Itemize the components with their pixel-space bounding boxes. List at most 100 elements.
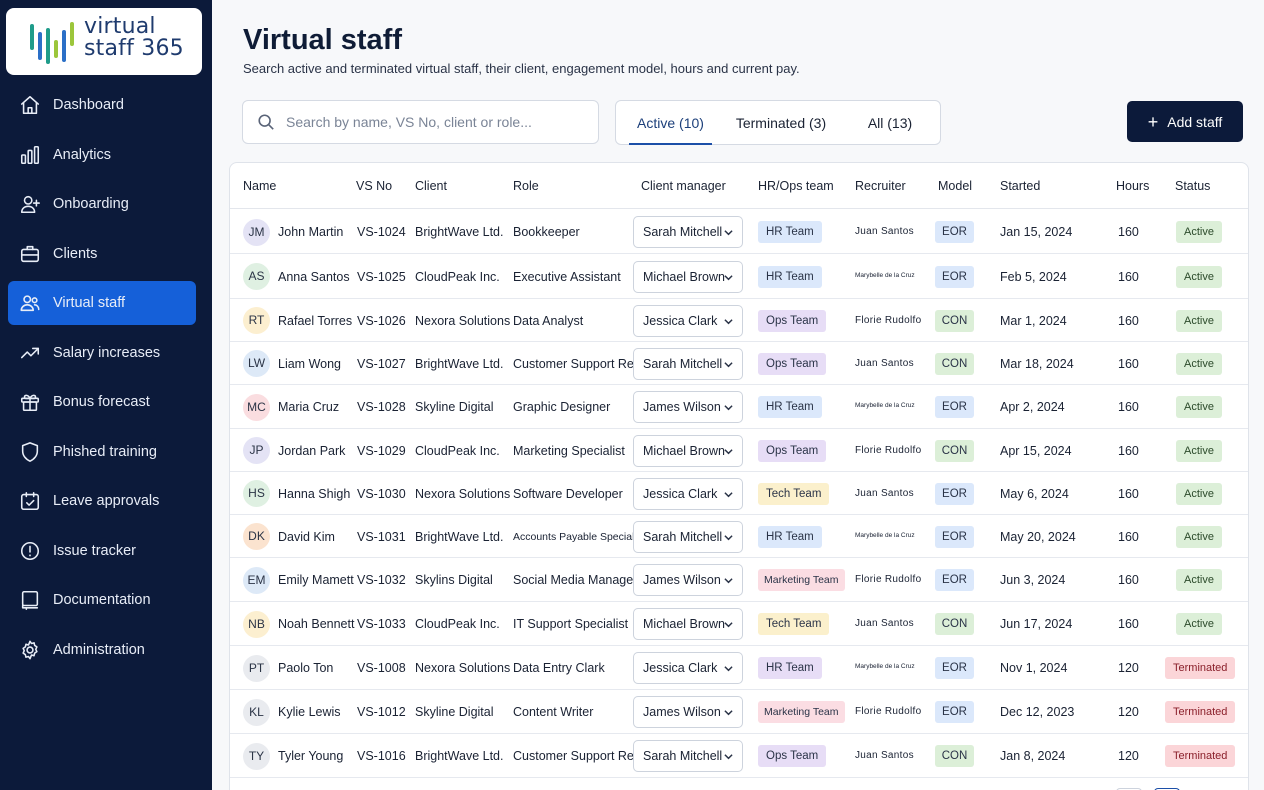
client-manager-select[interactable]: James Wilson [633, 564, 743, 596]
sidebar-nav: Dashboard Analytics Onboarding Clients V… [8, 83, 196, 677]
chevron-down-icon [724, 666, 733, 672]
staff-name[interactable]: Liam Wong [278, 356, 341, 371]
search-input[interactable] [286, 114, 576, 130]
table-row[interactable]: RT Rafael Torres VS-1026 Nexora Solutions Da… [230, 299, 1248, 342]
client-manager-select[interactable]: Michael Brown [633, 260, 743, 293]
team-badge: HR Team [758, 265, 822, 288]
client-manager-select[interactable]: Sarah Mitchell [633, 520, 743, 553]
vs-number: VS-1026 [357, 313, 406, 328]
client-manager-select[interactable]: Sarah Mitchell [633, 347, 743, 380]
sidebar-item-label: Phished training [53, 443, 157, 460]
staff-name[interactable]: Emily Mamett [278, 573, 354, 587]
column-header-client[interactable]: Client [415, 179, 447, 193]
client-manager-select[interactable]: Michael Brown [633, 608, 743, 640]
client-manager-select[interactable]: Jessica Clark [633, 477, 743, 510]
table-row[interactable]: JM John Martin VS-1024 BrightWave Ltd. Bookk… [230, 210, 1248, 254]
model-badge: EOR [935, 265, 974, 288]
staff-name[interactable]: John Martin [278, 225, 344, 239]
chevron-down-icon [724, 230, 733, 236]
sidebar-item-phished-training[interactable]: Phished training [8, 430, 196, 474]
table-row[interactable]: MC Maria Cruz VS-1028 Skyline Digital Graphi… [230, 385, 1248, 429]
sidebar-item-bonus-forecast[interactable]: Bonus forecast [8, 380, 196, 424]
column-header-role[interactable]: Role [513, 179, 539, 193]
table-row[interactable]: KL Kylie Lewis VS-1012 Skyline Digital Conte… [230, 690, 1248, 734]
staff-name[interactable]: Kylie Lewis [278, 705, 341, 719]
recruiter: Marybelle de la Cruz [855, 271, 915, 279]
sidebar-item-label: Leave approvals [53, 493, 160, 509]
client-name: Skyline Digital [415, 705, 494, 719]
role: Content Writer [513, 705, 594, 719]
staff-name[interactable]: Maria Cruz [278, 400, 340, 414]
sidebar-item-documentation[interactable]: Documentation [8, 578, 196, 622]
avatar: TY [243, 742, 270, 770]
client-manager-value: James Wilson [643, 573, 721, 587]
logo[interactable]: virtual staff 365 [6, 8, 202, 75]
model-badge: EOR [935, 525, 974, 548]
tab-active[interactable]: Active (10) [629, 101, 712, 145]
hours: 160 [1118, 269, 1139, 284]
search-box[interactable] [242, 100, 599, 144]
client-manager-select[interactable]: Sarah Mitchell [633, 216, 743, 248]
sidebar-item-issue-tracker[interactable]: Issue tracker [8, 529, 196, 573]
role: Customer Support Rep [513, 356, 641, 371]
client-manager-select[interactable]: Jessica Clark [633, 652, 743, 684]
client-manager-select[interactable]: Sarah Mitchell [633, 740, 743, 772]
sidebar-item-leave-approvals[interactable]: Leave approvals [8, 479, 196, 523]
column-header-team[interactable]: HR/Ops team [758, 179, 834, 193]
sidebar-item-label: Onboarding [53, 196, 129, 212]
sidebar-item-administration[interactable]: Administration [8, 628, 196, 672]
staff-name[interactable]: Hanna Shigh [278, 486, 351, 501]
table-row[interactable]: EM Emily Mamett VS-1032 Skylins Digital Soci… [230, 558, 1248, 602]
client-manager-select[interactable]: Michael Brown [633, 434, 743, 467]
table-row[interactable]: LW Liam Wong VS-1027 BrightWave Ltd. Custome… [230, 342, 1248, 385]
model-badge: EOR [935, 482, 974, 505]
chevron-down-icon [724, 754, 733, 760]
recruiter: Florie Rudolfo [855, 574, 922, 585]
sidebar-item-analytics[interactable]: Analytics [8, 133, 196, 177]
hours: 120 [1118, 661, 1139, 675]
column-header-vs-no[interactable]: VS No [356, 179, 393, 193]
sidebar-item-dashboard[interactable]: Dashboard [8, 83, 196, 127]
staff-name[interactable]: David Kim [278, 529, 335, 544]
sidebar-item-clients[interactable]: Clients [8, 232, 196, 276]
staff-name[interactable]: Tyler Young [278, 749, 344, 763]
table-row[interactable]: PT Paolo Ton VS-1008 Nexora Solutions Data E… [230, 646, 1248, 690]
table-row[interactable]: DK David Kim VS-1031 BrightWave Ltd. Account… [230, 515, 1248, 558]
staff-name[interactable]: Jordan Park [278, 443, 346, 458]
client-manager-select[interactable]: Jessica Clark [633, 304, 743, 337]
sidebar-item-salary-increases[interactable]: Salary increases [8, 331, 196, 375]
staff-name[interactable]: Anna Santos [278, 269, 350, 284]
table-row[interactable]: TY Tyler Young VS-1016 BrightWave Ltd. Custo… [230, 734, 1248, 778]
start-date: Jun 17, 2024 [1000, 617, 1073, 631]
table-row[interactable]: NB Noah Bennett VS-1033 CloudPeak Inc. IT Su… [230, 602, 1248, 646]
sidebar-item-virtual-staff[interactable]: Virtual staff [8, 281, 196, 325]
tab-terminated[interactable]: Terminated (3) [735, 115, 827, 131]
role: Graphic Designer [513, 400, 611, 414]
table-row[interactable]: AS Anna Santos VS-1025 CloudPeak Inc. Execut… [230, 254, 1248, 299]
client-manager-select[interactable]: James Wilson [633, 696, 743, 728]
start-date: Jun 3, 2024 [1000, 573, 1066, 587]
client-manager-select[interactable]: James Wilson [633, 391, 743, 423]
table-row[interactable]: JP Jordan Park VS-1029 CloudPeak Inc. Market… [230, 429, 1248, 472]
staff-name[interactable]: Noah Bennett [278, 617, 355, 631]
team-badge: Ops Team [758, 352, 827, 375]
tab-all[interactable]: All (13) [867, 115, 913, 131]
add-staff-button[interactable]: + Add staff [1127, 101, 1243, 142]
client-name: CloudPeak Inc. [415, 617, 500, 631]
column-header-recruiter[interactable]: Recruiter [855, 179, 906, 193]
column-header-hours[interactable]: Hours [1116, 179, 1150, 193]
sidebar-item-onboarding[interactable]: Onboarding [8, 182, 196, 226]
status-badge: Terminated [1165, 745, 1236, 767]
staff-name[interactable]: Rafael Torres [278, 313, 353, 328]
staff-table: Name VS No Client Role Client manager HR… [229, 162, 1249, 790]
table-row[interactable]: HS Hanna Shigh VS-1030 Nexora Solutions Soft… [230, 472, 1248, 515]
column-header-model[interactable]: Model [938, 179, 973, 193]
start-date: May 6, 2024 [1000, 486, 1069, 501]
column-header-started[interactable]: Started [1000, 179, 1041, 193]
column-header-name[interactable]: Name [243, 179, 277, 193]
column-header-status[interactable]: Status [1175, 179, 1211, 193]
client-name: BrightWave Ltd. [415, 529, 504, 544]
column-header-client-manager[interactable]: Client manager [641, 179, 726, 193]
staff-name[interactable]: Paolo Ton [278, 661, 334, 675]
